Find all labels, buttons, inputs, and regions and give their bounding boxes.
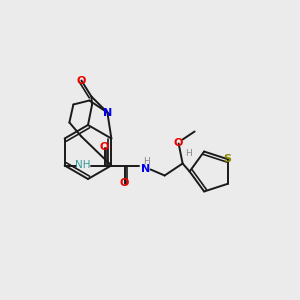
Text: O: O [174,139,183,148]
Text: O: O [100,142,109,152]
Text: S: S [224,154,232,164]
Text: O: O [77,76,86,85]
Text: N: N [103,107,112,118]
Text: H: H [143,157,150,166]
Text: NH: NH [75,160,90,170]
Text: N: N [141,164,150,173]
Text: H: H [185,149,192,158]
Text: O: O [120,178,129,188]
